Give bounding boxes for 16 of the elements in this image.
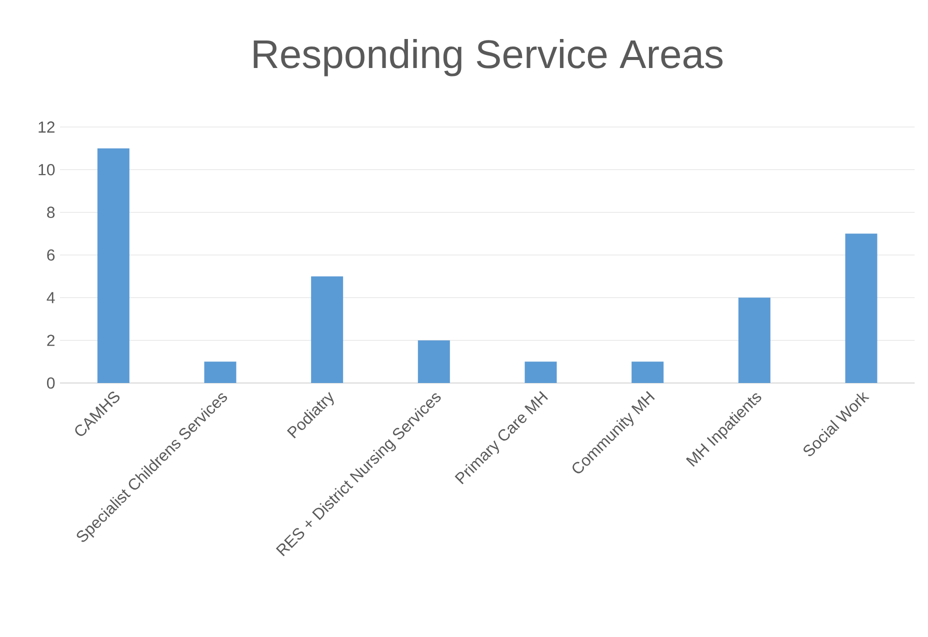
y-tick-label: 2 [47,334,54,346]
bar [97,148,130,383]
y-tick-label: 6 [47,249,55,261]
bar [738,298,770,383]
y-tick-label: 12 [38,121,54,133]
y-tick-label: 0 [47,377,55,389]
bar [845,234,878,383]
y-tick-label: 10 [38,164,55,176]
y-tick-label: 4 [46,292,55,304]
chart-title: Responding Service Areas [254,39,723,76]
bar [204,362,236,383]
y-tick-label: 8 [47,206,55,218]
bar [311,276,344,383]
bar [418,340,450,383]
bar [524,362,557,383]
bar [632,362,664,383]
